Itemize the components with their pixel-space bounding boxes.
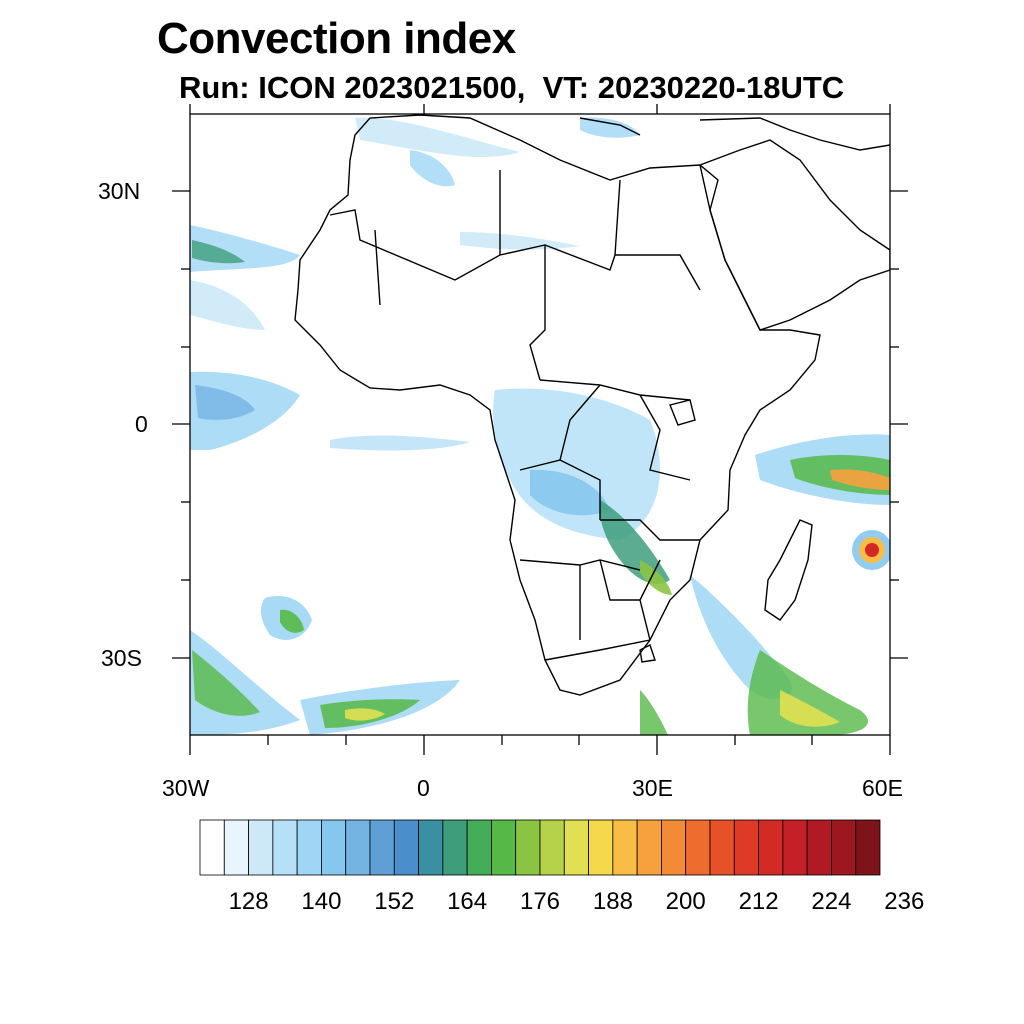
colorbar-tick-label: 224 (811, 888, 852, 915)
colorbar-swatch (321, 819, 347, 876)
lat-label-0: 0 (135, 411, 148, 437)
colorbar-tick-label: 164 (447, 888, 488, 915)
arabia-coastline (699, 139, 890, 331)
shade-patch (192, 650, 260, 716)
vt-value: 20230220-18UTC (597, 70, 845, 105)
colorbar-swatch (393, 819, 419, 876)
colorbar-tick-label: 140 (301, 888, 342, 915)
country-borders (329, 170, 701, 661)
coastlines (294, 114, 890, 696)
colorbar-swatch (223, 819, 249, 876)
colorbar-swatch (539, 819, 565, 876)
madagascar-coastline (764, 519, 813, 621)
run-label: Run: (179, 70, 250, 105)
colorbar-swatch (466, 819, 492, 876)
map-subtitle: Run: ICON 2023021500, VT: 20230220-18UTC (179, 70, 844, 106)
colorbar-tick-label: 152 (374, 888, 415, 915)
shade-patch (493, 388, 660, 540)
lon-label-60e: 60E (862, 775, 903, 801)
colorbar-swatch (636, 819, 662, 876)
colorbar-swatch (248, 819, 274, 876)
shade-patch (780, 690, 840, 727)
run-value: ICON 2023021500, (258, 70, 526, 105)
shade-patch (830, 469, 890, 490)
colorbar-swatch (588, 819, 614, 876)
colorbar-swatch (272, 819, 298, 876)
shade-patch (192, 240, 245, 264)
shade-patch (530, 469, 610, 516)
colorbar-tick-label: 176 (519, 888, 561, 915)
lat-label-30n: 30N (98, 178, 141, 204)
colorbar-swatch (491, 819, 517, 876)
shade-patch (640, 560, 672, 595)
colorbar-swatch (515, 819, 541, 876)
colorbar-swatch (296, 819, 322, 876)
colorbar-swatch (199, 819, 225, 876)
lon-label-0: 0 (417, 775, 430, 801)
lake-outline (669, 399, 696, 426)
colorbar (199, 819, 881, 876)
europe-coastline (579, 117, 890, 151)
colorbar-swatch (442, 819, 468, 876)
colorbar-tick-label: 212 (738, 888, 779, 915)
shade-patch (640, 690, 668, 735)
shade-patch (599, 500, 670, 584)
shade-patch (580, 117, 640, 138)
map-title: Convection index (157, 14, 516, 63)
colorbar-swatch (661, 819, 687, 876)
colorbar-swatch (806, 819, 832, 876)
shade-patch (345, 708, 385, 721)
colorbar-tick-label: 128 (228, 888, 269, 915)
shade-cyclone-inner (865, 543, 879, 557)
axis-ticks (172, 104, 908, 755)
colorbar-swatch (855, 819, 881, 876)
colorbar-swatch (733, 819, 759, 876)
shade-patch (747, 650, 869, 735)
shade-patch (460, 232, 580, 250)
colorbar-swatch (563, 819, 589, 876)
colorbar-swatch (709, 819, 735, 876)
shade-patch (280, 609, 304, 633)
lon-label-30e: 30E (632, 775, 673, 801)
vt-label: VT: (542, 70, 590, 105)
lat-label-30s: 30S (101, 645, 142, 671)
colorbar-swatch (758, 819, 784, 876)
lake-outline (639, 644, 656, 663)
shade-patch (195, 385, 255, 420)
colorbar-swatch (685, 819, 711, 876)
colorbar-swatch (831, 819, 857, 876)
colorbar-swatch (418, 819, 444, 876)
colorbar-swatch (782, 819, 808, 876)
shade-patch (330, 435, 470, 451)
colorbar-swatch (345, 819, 371, 876)
shade-patch (190, 280, 265, 330)
colorbar-tick-label: 200 (665, 888, 706, 915)
colorbar-tick-label: 188 (592, 888, 633, 915)
colorbar-tick-label: 236 (884, 888, 925, 915)
colorbar-swatch (369, 819, 395, 876)
shade-patch (355, 117, 520, 158)
convection-shading (190, 117, 890, 735)
shade-patch (410, 150, 455, 187)
lon-label-30w: 30W (162, 775, 210, 801)
colorbar-swatch (612, 819, 638, 876)
